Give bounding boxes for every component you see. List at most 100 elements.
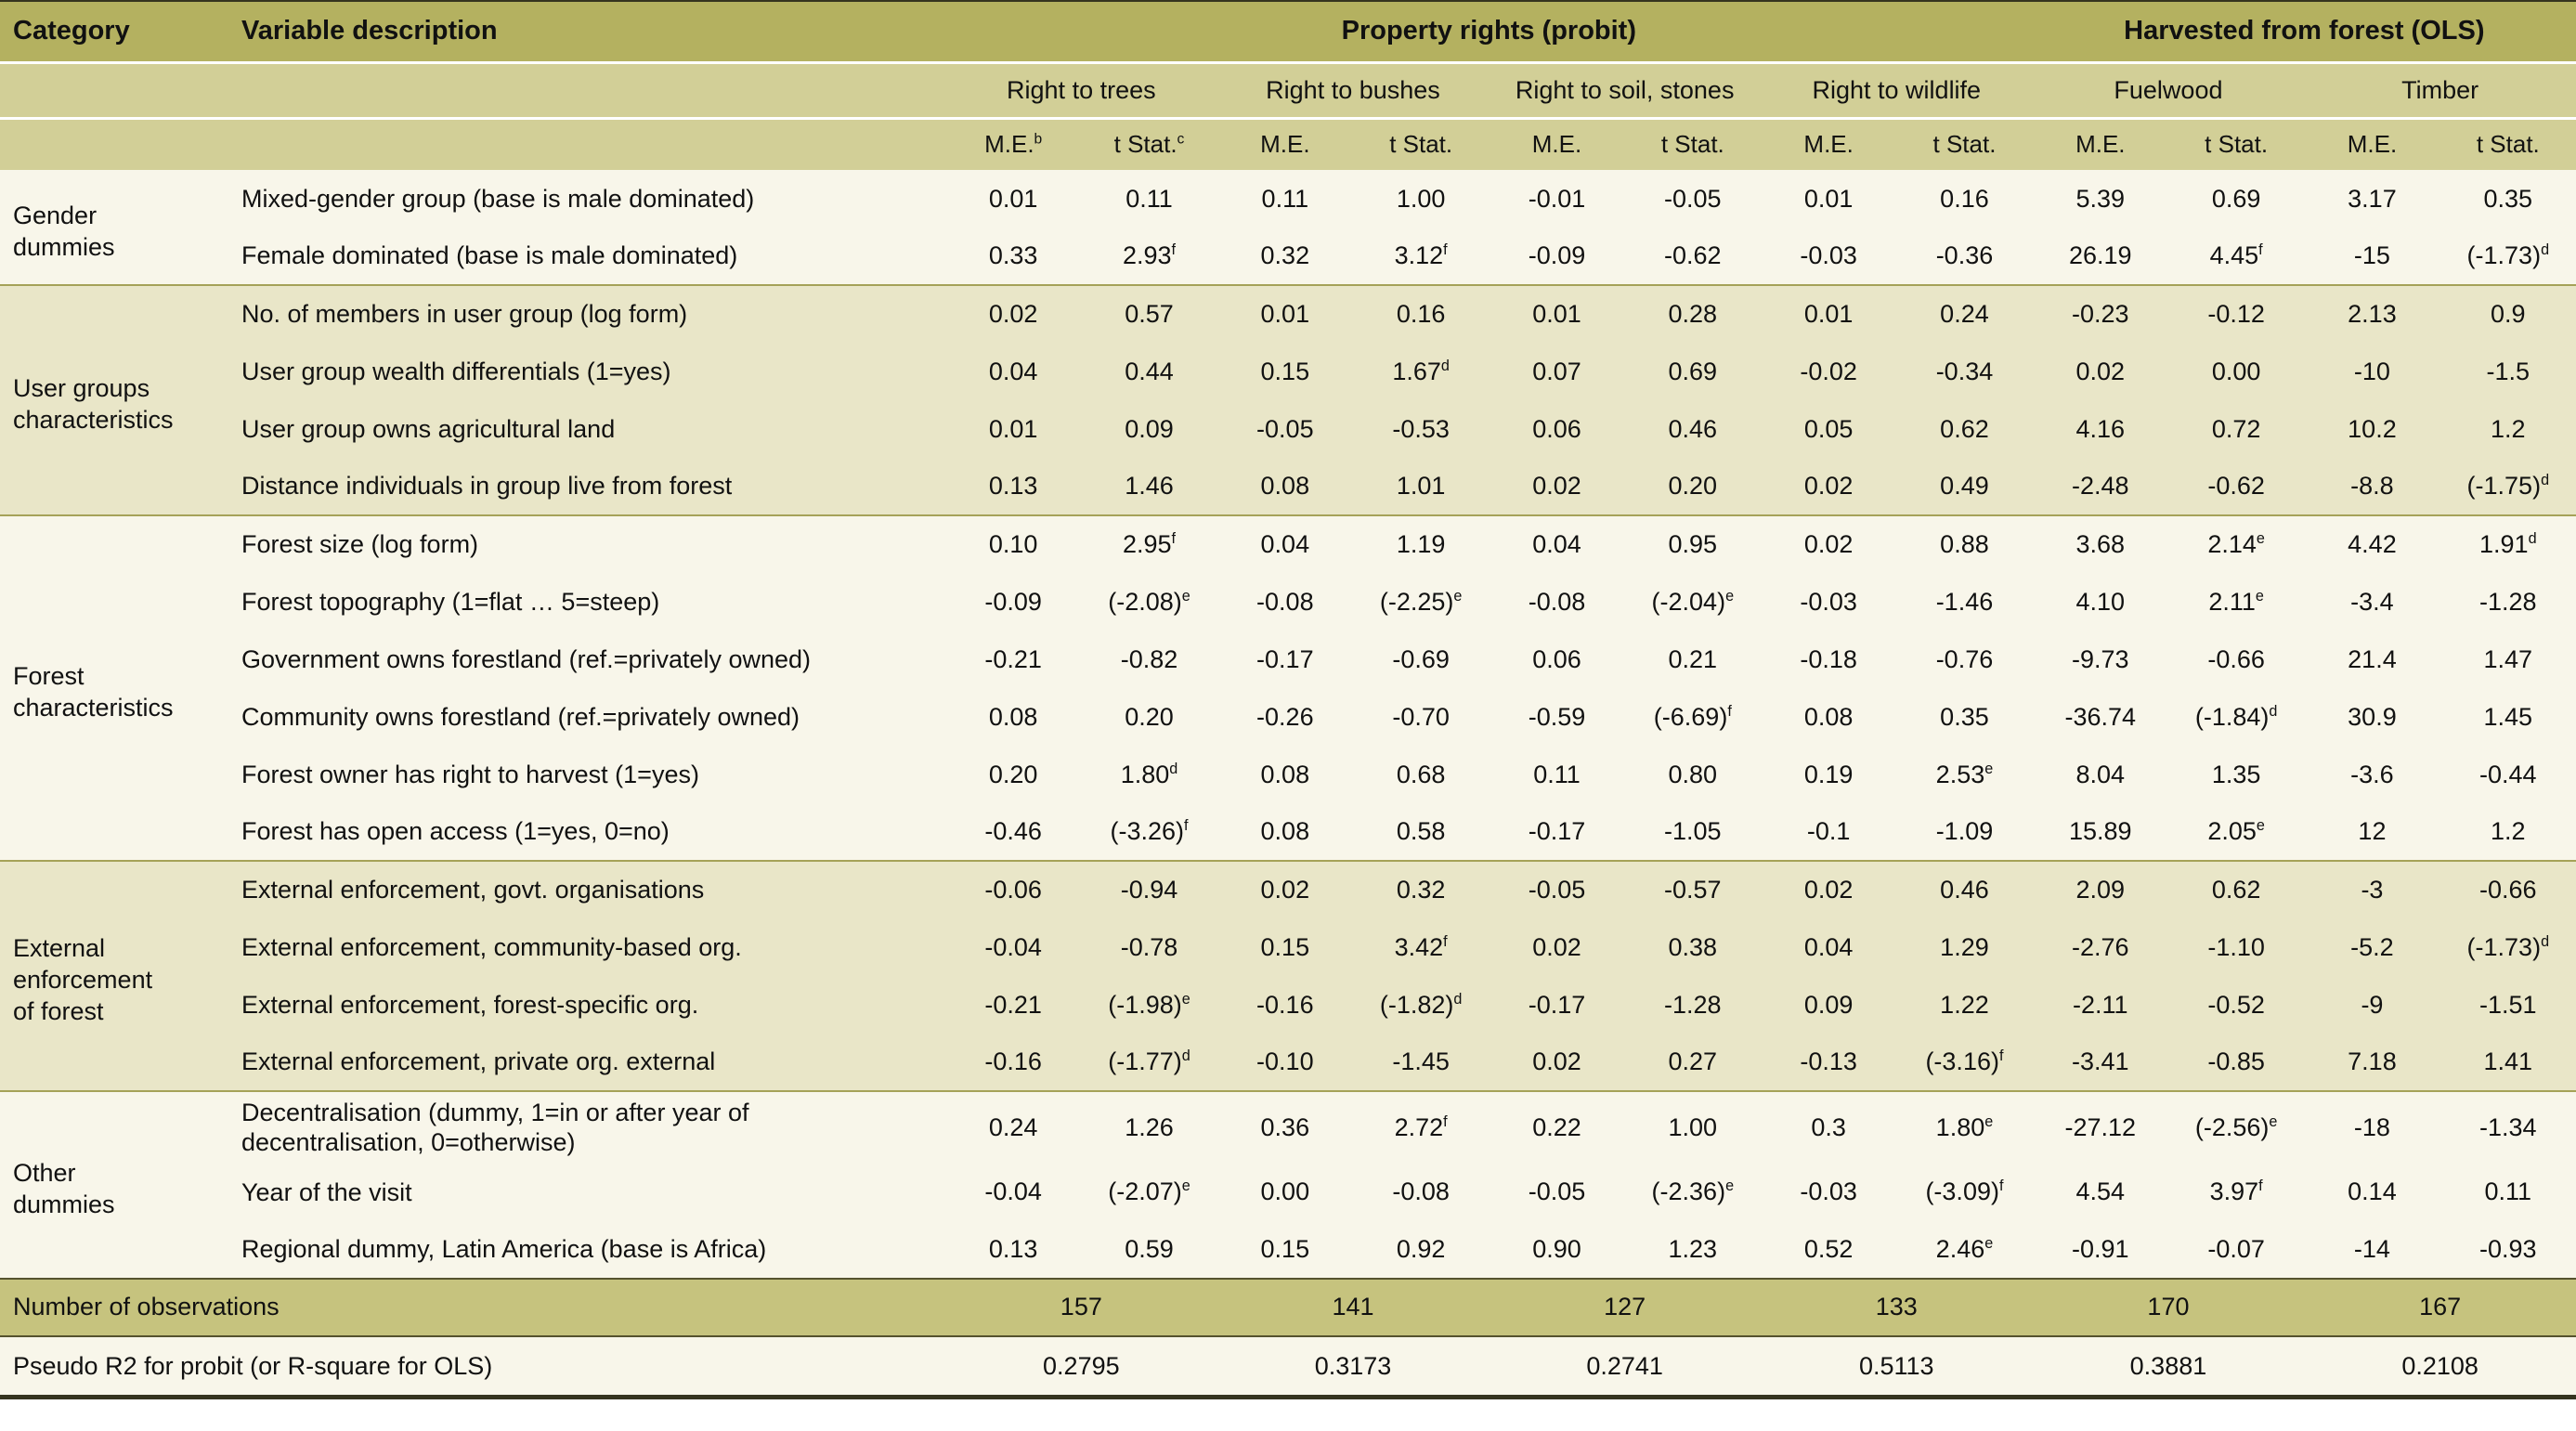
variable-description: Forest has open access (1=yes, 0=no) bbox=[241, 817, 670, 846]
marginal-effect-value: 0.08 bbox=[1260, 760, 1310, 788]
marginal-effect-value: -0.10 bbox=[1256, 1047, 1314, 1075]
t-stat-value: -0.85 bbox=[2207, 1047, 2265, 1075]
t-stat-value: -0.57 bbox=[1624, 860, 1761, 918]
observations-value-timber: 167 bbox=[2304, 1277, 2576, 1336]
marginal-effect-value: 0.02 bbox=[1803, 472, 1854, 500]
t-stat-value: 0.59 bbox=[1125, 1234, 1174, 1263]
table-row: Community owns forestland (ref.=privatel… bbox=[0, 688, 2576, 746]
marginal-effect-value: 0.07 bbox=[1532, 357, 1581, 385]
t-stat-value: -0.52 bbox=[2207, 990, 2265, 1019]
marginal-effect-value: -0.06 bbox=[945, 860, 1082, 918]
t-stat-value: -1.10 bbox=[2207, 932, 2265, 961]
t-stat-value: (-2.08)e bbox=[1108, 587, 1190, 616]
t-stat-value: (-3.16)f bbox=[1925, 1047, 2004, 1075]
marginal-effect-value: -36.74 bbox=[2064, 702, 2137, 731]
table-row: External enforcement, forest-specific or… bbox=[0, 976, 2576, 1034]
marginal-effect-value: -0.91 bbox=[2072, 1234, 2129, 1263]
marginal-effect-value: -0.04 bbox=[984, 1177, 1042, 1206]
table-row: Gender dummies Mixed-gender group (base i… bbox=[0, 170, 2576, 261]
category-cell: Forest characteristics bbox=[0, 514, 232, 861]
marginal-effect-value: -0.04 bbox=[984, 932, 1042, 961]
variable-description: Forest owner has right to harvest (1=yes… bbox=[241, 760, 699, 788]
subgroup-spacer bbox=[0, 60, 945, 118]
t-stat-value: 0.35 bbox=[1940, 702, 1989, 731]
t-stat-value: 1.41 bbox=[2483, 1047, 2533, 1075]
marginal-effect-value: -0.05 bbox=[1489, 860, 1625, 918]
marginal-effect-value: 0.04 bbox=[1489, 514, 1625, 573]
marginal-effect-value: -8.8 bbox=[2350, 472, 2394, 500]
marginal-effect-value: 4.42 bbox=[2304, 514, 2440, 573]
category-cell: User groups characteristics bbox=[0, 284, 232, 515]
t-stat-value: 0.69 bbox=[2211, 184, 2261, 213]
marginal-effect-value: 0.33 bbox=[988, 241, 1038, 269]
t-stat-value: 2.05e bbox=[2207, 817, 2265, 845]
t-stat-value: 0.00 bbox=[2211, 357, 2261, 385]
table-row: Forest owner has right to harvest (1=yes… bbox=[0, 746, 2576, 803]
subgroup-right-to-trees: Right to trees bbox=[945, 60, 1217, 118]
t-stat-value: 1.80e bbox=[1896, 1090, 2033, 1164]
t-stat-value: (-2.04)e bbox=[1651, 587, 1735, 616]
table-row: User groups characteristics No. of member… bbox=[0, 284, 2576, 515]
t-stat-value: 2.95f bbox=[1081, 514, 1217, 573]
t-stat-value: 0.20 bbox=[1668, 472, 1718, 500]
marginal-effect-value: -0.17 bbox=[1528, 817, 1586, 845]
t-stat-value: -0.08 bbox=[1392, 1177, 1450, 1206]
t-stat-value: (-3.09)f bbox=[1925, 1177, 2004, 1206]
t-stat-value: -0.69 bbox=[1392, 644, 1450, 673]
t-stat-value: (-2.25)e bbox=[1379, 587, 1463, 616]
marginal-effect-value: 0.02 bbox=[945, 284, 1082, 343]
marginal-effect-value: 0.15 bbox=[1260, 1234, 1310, 1263]
marginal-effect-value: 15.89 bbox=[2069, 817, 2132, 845]
marginal-effect-value: 0.13 bbox=[988, 1234, 1038, 1263]
t-stat-value: 0.27 bbox=[1668, 1047, 1718, 1075]
t-stat-value: 2.46e bbox=[1935, 1234, 1994, 1263]
t-stat-column-header: t Stat. bbox=[2167, 116, 2305, 170]
marginal-effect-value: 0.08 bbox=[988, 702, 1038, 731]
t-stat-value: 2.93f bbox=[1122, 241, 1177, 269]
marginal-effect-value: 4.54 bbox=[2075, 1177, 2126, 1206]
marginal-effect-value: -0.05 bbox=[1256, 414, 1314, 443]
marginal-effect-value: -0.05 bbox=[1528, 1177, 1586, 1206]
marginal-effect-value: -0.03 bbox=[1800, 587, 1857, 616]
t-stat-value: 0.95 bbox=[1624, 514, 1761, 573]
marginal-effect-value: -0.01 bbox=[1528, 184, 1586, 213]
observations-value-bushes: 141 bbox=[1216, 1277, 1490, 1336]
t-stat-value: 3.42f bbox=[1394, 932, 1448, 961]
marginal-effect-value: 10.2 bbox=[2348, 414, 2397, 443]
category-cell: Other dummies bbox=[0, 1090, 232, 1279]
t-stat-value: 0.24 bbox=[1896, 284, 2033, 343]
marginal-effect-value: -0.13 bbox=[1800, 1047, 1857, 1075]
t-stat-value: -0.12 bbox=[2167, 284, 2305, 343]
t-stat-value: 2.14e bbox=[2167, 514, 2305, 573]
t-stat-value: -0.76 bbox=[1935, 644, 1994, 673]
marginal-effect-value: -2.76 bbox=[2072, 932, 2129, 961]
marginal-effect-value: 0.32 bbox=[1260, 241, 1310, 269]
marginal-effect-value: -5.2 bbox=[2350, 932, 2394, 961]
t-stat-value: 1.22 bbox=[1940, 990, 1989, 1019]
variable-description: No. of members in user group (log form) bbox=[232, 284, 945, 343]
t-stat-value: 1.91d bbox=[2439, 514, 2576, 573]
marginal-effect-value: 0.04 bbox=[1803, 932, 1854, 961]
t-stat-value: 3.12f bbox=[1394, 241, 1448, 269]
marginal-effect-value: -10 bbox=[2353, 357, 2390, 385]
marginal-effect-value: -2.48 bbox=[2072, 472, 2129, 500]
t-stat-value: 2.53e bbox=[1935, 760, 1994, 788]
t-stat-value: -0.62 bbox=[1664, 241, 1722, 269]
t-stat-column-header: t Stat. bbox=[1896, 116, 2033, 170]
t-stat-value: (-1.77)d bbox=[1108, 1047, 1190, 1075]
t-stat-value: 0.38 bbox=[1668, 932, 1718, 961]
marginal-effect-value: 0.02 bbox=[1760, 860, 1897, 918]
marginal-effect-value: -0.16 bbox=[1256, 990, 1314, 1019]
marginal-effect-value: -0.59 bbox=[1528, 702, 1586, 731]
marginal-effect-value: 0.3 bbox=[1760, 1090, 1897, 1164]
t-stat-value: -0.93 bbox=[2479, 1234, 2537, 1263]
t-stat-value: 1.67d bbox=[1392, 357, 1450, 385]
marginal-effect-value: 0.01 bbox=[1216, 284, 1353, 343]
marginal-effect-value: -15 bbox=[2353, 241, 2390, 269]
observations-value-trees: 157 bbox=[945, 1277, 1217, 1336]
variable-description: User group owns agricultural land bbox=[241, 414, 616, 443]
t-stat-value: 0.16 bbox=[1940, 184, 1989, 213]
t-stat-value: 0.46 bbox=[1668, 414, 1718, 443]
table-row: External enforcement of forest External e… bbox=[0, 860, 2576, 1091]
marginal-effect-value: 0.08 bbox=[1260, 817, 1310, 845]
